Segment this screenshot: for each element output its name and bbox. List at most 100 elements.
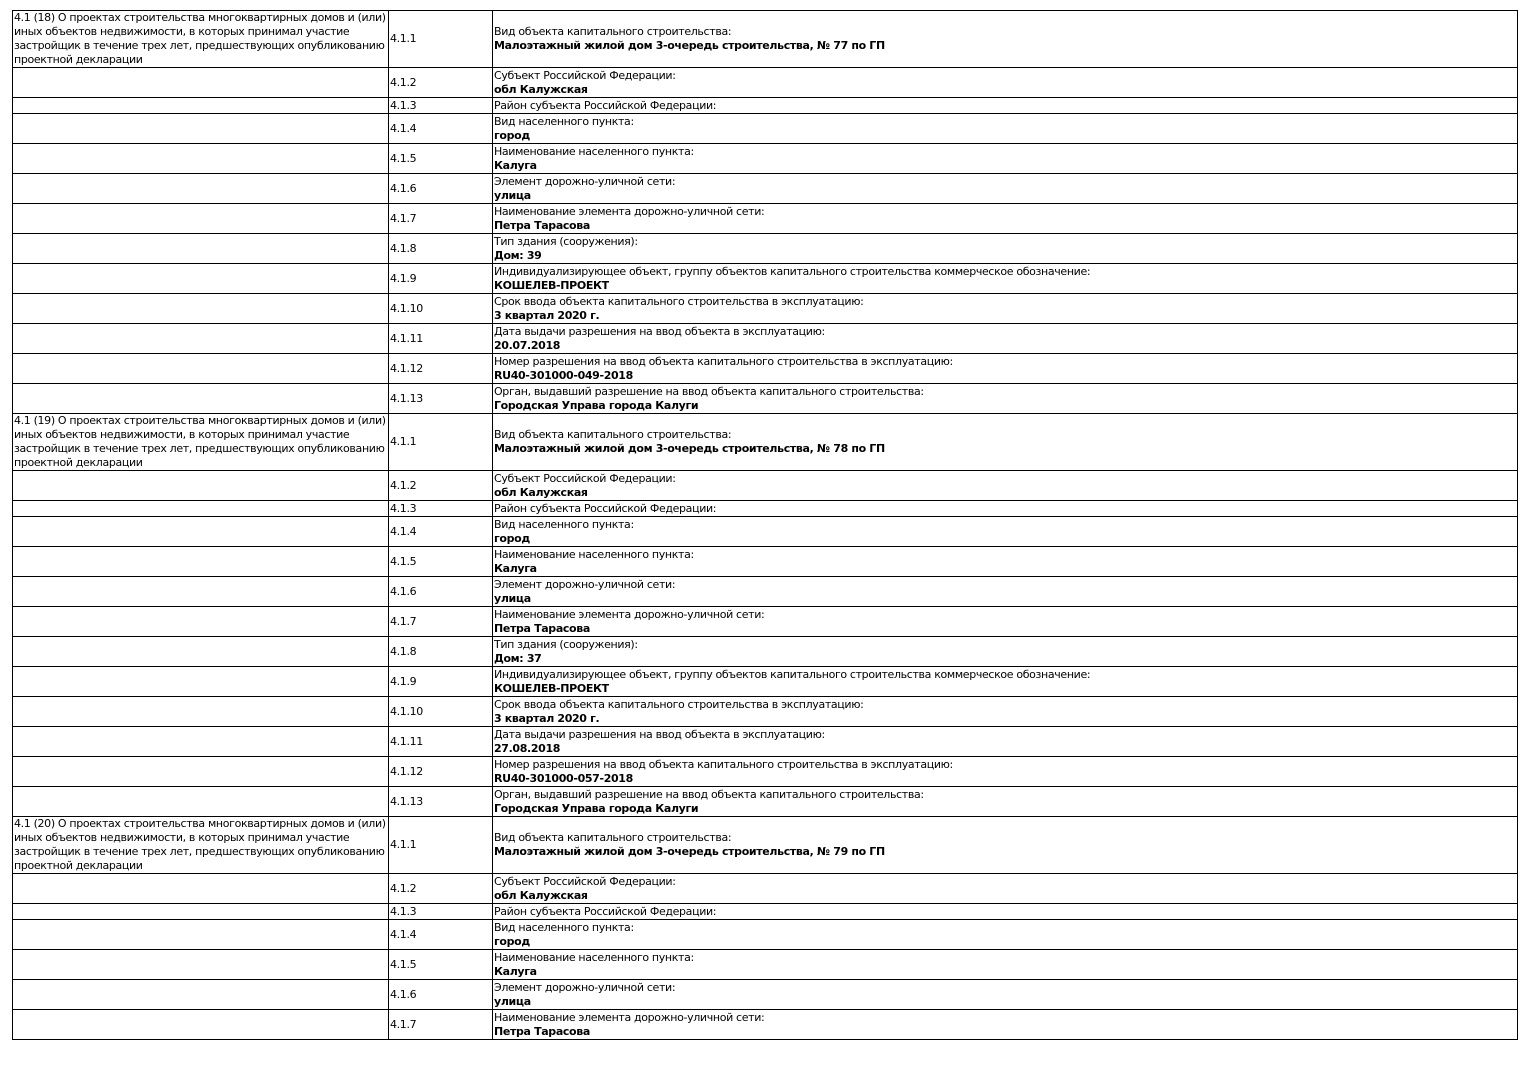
item-content: Элемент дорожно-уличной сети: улица [492,979,1518,1010]
item-number: 4.1.13 [388,786,493,817]
item-number: 4.1.1 [388,413,493,471]
table-row: 4.1.4 Вид населенного пункта: город [12,113,1518,144]
item-label: Дата выдачи разрешения на ввод объекта в… [494,324,825,338]
item-number: 4.1.6 [388,979,493,1010]
item-content: Субъект Российской Федерации: обл Калужск… [492,67,1518,98]
item-label: Орган, выдавший разрешение на ввод объек… [494,384,924,398]
item-number: 4.1.12 [388,353,493,384]
item-label: Район субъекта Российской Федерации: [494,904,717,918]
table-row: 4.1.13 Орган, выдавший разрешение на ввод… [12,786,1518,817]
item-content: Тип здания (сооружения): Дом: 39 [492,233,1518,264]
item-value: Городская Управа города Калуги [494,801,699,815]
item-value: город [494,531,530,545]
item-label: Орган, выдавший разрешение на ввод объек… [494,787,924,801]
item-label: Тип здания (сооружения): [494,234,638,248]
item-content: Район субъекта Российской Федерации: [492,903,1518,920]
section-cell [12,636,389,667]
item-value: Дом: 39 [494,248,542,262]
section-cell [12,143,389,174]
item-value: КОШЕЛЕВ-ПРОЕКТ [494,278,609,292]
table-row: 4.1.4 Вид населенного пункта: город [12,919,1518,950]
section-cell [12,666,389,697]
item-value: Петра Тарасова [494,218,590,232]
item-label: Дата выдачи разрешения на ввод объекта в… [494,727,825,741]
item-content: Номер разрешения на ввод объекта капитал… [492,353,1518,384]
item-label: Срок ввода объекта капитального строител… [494,294,864,308]
item-label: Вид населенного пункта: [494,114,634,128]
section-cell [12,726,389,757]
section-cell [12,949,389,980]
table-row: 4.1.11 Дата выдачи разрешения на ввод объ… [12,323,1518,354]
table-row: 4.1.6 Элемент дорожно-уличной сети: улица [12,173,1518,204]
item-content: Вид населенного пункта: город [492,113,1518,144]
table-row: 4.1.7 Наименование элемента дорожно-уличн… [12,606,1518,637]
table-row: 4.1.8 Тип здания (сооружения): Дом: 37 [12,636,1518,667]
item-content: Срок ввода объекта капитального строител… [492,696,1518,727]
item-number: 4.1.4 [388,919,493,950]
table-row: 4.1.7 Наименование элемента дорожно-уличн… [12,1009,1518,1040]
item-value: улица [494,994,531,1008]
item-number: 4.1.10 [388,696,493,727]
item-label: Вид объекта капитального строительства: [494,831,732,844]
item-value: КОШЕЛЕВ-ПРОЕКТ [494,681,609,695]
item-value: 3 квартал 2020 г. [494,308,600,322]
item-number: 4.1.5 [388,546,493,577]
section-cell [12,97,389,114]
item-number: 4.1.1 [388,10,493,68]
table-row: 4.1.2 Субъект Российской Федерации: обл Ка… [12,67,1518,98]
item-number: 4.1.2 [388,67,493,98]
item-value: Калуга [494,158,537,172]
item-content: Орган, выдавший разрешение на ввод объек… [492,786,1518,817]
item-value: 20.07.2018 [494,338,561,352]
section-cell [12,903,389,920]
section-cell [12,113,389,144]
item-value: RU40-301000-049-2018 [494,368,633,382]
item-value: Петра Тарасова [494,621,590,635]
item-content: Район субъекта Российской Федерации: [492,97,1518,114]
table-row: 4.1.5 Наименование населенного пункта: Кал… [12,949,1518,980]
item-content: Вид объекта капитального строительства: М… [492,816,1518,874]
table-row: 4.1.5 Наименование населенного пункта: Кал… [12,546,1518,577]
item-value: Малоэтажный жилой дом 3-очередь строител… [494,845,885,858]
item-number: 4.1.6 [388,576,493,607]
item-content: Наименование элемента дорожно-уличной се… [492,606,1518,637]
item-label: Субъект Российской Федерации: [494,874,676,888]
item-content: Вид объекта капитального строительства: М… [492,10,1518,68]
item-content: Вид населенного пункта: город [492,919,1518,950]
item-number: 4.1.4 [388,516,493,547]
table-row: 4.1.7 Наименование элемента дорожно-уличн… [12,203,1518,234]
item-number: 4.1.7 [388,606,493,637]
item-value: Городская Управа города Калуги [494,398,699,412]
item-label: Элемент дорожно-уличной сети: [494,577,676,591]
section-cell [12,873,389,904]
item-content: Орган, выдавший разрешение на ввод объек… [492,383,1518,414]
table-row: 4.1.3 Район субъекта Российской Федерации… [12,500,1518,517]
section-cell [12,67,389,98]
section-cell [12,233,389,264]
item-value: улица [494,591,531,605]
item-value: 27.08.2018 [494,741,561,755]
item-label: Элемент дорожно-уличной сети: [494,174,676,188]
item-content: Наименование элемента дорожно-уличной се… [492,203,1518,234]
table-row: 4.1 (19) О проектах строительства многок… [12,413,1518,471]
item-label: Наименование населенного пункта: [494,547,694,561]
item-number: 4.1.11 [388,726,493,757]
table-row: 4.1.8 Тип здания (сооружения): Дом: 39 [12,233,1518,264]
section-title: 4.1 (18) О проектах строительства многок… [12,10,389,68]
item-value: Петра Тарасова [494,1024,590,1038]
item-content: Вид населенного пункта: город [492,516,1518,547]
item-value: обл Калужская [494,82,588,96]
item-number: 4.1.5 [388,949,493,980]
item-value: Калуга [494,561,537,575]
item-label: Субъект Российской Федерации: [494,471,676,485]
section-cell [12,470,389,501]
item-label: Вид объекта капитального строительства: [494,428,732,441]
section-title: 4.1 (20) О проектах строительства многок… [12,816,389,874]
item-number: 4.1.12 [388,756,493,787]
item-content: Элемент дорожно-уличной сети: улица [492,173,1518,204]
section-cell [12,516,389,547]
table-row: 4.1.10 Срок ввода объекта капитального ст… [12,696,1518,727]
table-row: 4.1.12 Номер разрешения на ввод объекта к… [12,353,1518,384]
section-cell [12,203,389,234]
item-value: Калуга [494,964,537,978]
